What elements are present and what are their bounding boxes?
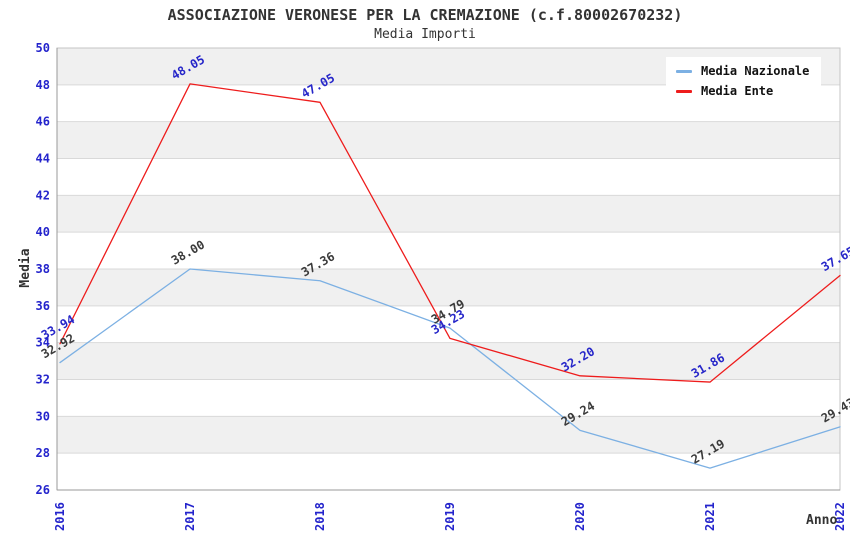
svg-text:46: 46 bbox=[36, 115, 50, 129]
chart-title: ASSOCIAZIONE VERONESE PER LA CREMAZIONE … bbox=[167, 6, 683, 24]
legend: Media Nazionale Media Ente bbox=[666, 57, 822, 105]
legend-dash-ente-icon bbox=[676, 89, 692, 93]
svg-text:42: 42 bbox=[36, 188, 50, 202]
legend-dash-nazionale-icon bbox=[676, 69, 692, 73]
chart-subtitle: Media Importi bbox=[374, 27, 476, 42]
series-line-0 bbox=[59, 268, 841, 469]
legend-label-media-ente: Media Ente bbox=[701, 84, 774, 98]
svg-text:2021: 2021 bbox=[703, 502, 717, 531]
svg-text:32: 32 bbox=[36, 373, 50, 387]
svg-text:2019: 2019 bbox=[443, 502, 457, 531]
svg-text:30: 30 bbox=[36, 409, 50, 423]
svg-text:44: 44 bbox=[36, 152, 50, 166]
svg-text:2020: 2020 bbox=[573, 502, 587, 531]
svg-text:2017: 2017 bbox=[183, 502, 197, 531]
series-line-1 bbox=[59, 83, 841, 383]
y-axis-title: Media bbox=[18, 248, 33, 288]
svg-text:34: 34 bbox=[36, 336, 50, 350]
svg-text:48: 48 bbox=[36, 78, 50, 92]
svg-text:26: 26 bbox=[36, 483, 50, 497]
svg-text:2016: 2016 bbox=[53, 502, 67, 531]
x-axis-title: Anno bbox=[806, 513, 838, 528]
svg-text:2018: 2018 bbox=[313, 502, 327, 531]
x-tick-labels: 2016 2017 2018 2019 2020 2021 2022 bbox=[53, 502, 847, 531]
svg-text:36: 36 bbox=[36, 299, 50, 313]
y-tick-labels: 26 28 30 32 34 36 38 40 42 44 46 48 50 bbox=[36, 41, 50, 497]
svg-text:28: 28 bbox=[36, 446, 50, 460]
svg-text:38: 38 bbox=[36, 262, 50, 276]
legend-item-media-ente: Media Ente bbox=[676, 84, 809, 98]
svg-text:50: 50 bbox=[36, 41, 50, 55]
svg-text:40: 40 bbox=[36, 225, 50, 239]
legend-item-media-nazionale: Media Nazionale bbox=[676, 64, 809, 78]
svg-text:2022: 2022 bbox=[833, 502, 847, 531]
legend-label-media-nazionale: Media Nazionale bbox=[701, 64, 810, 78]
